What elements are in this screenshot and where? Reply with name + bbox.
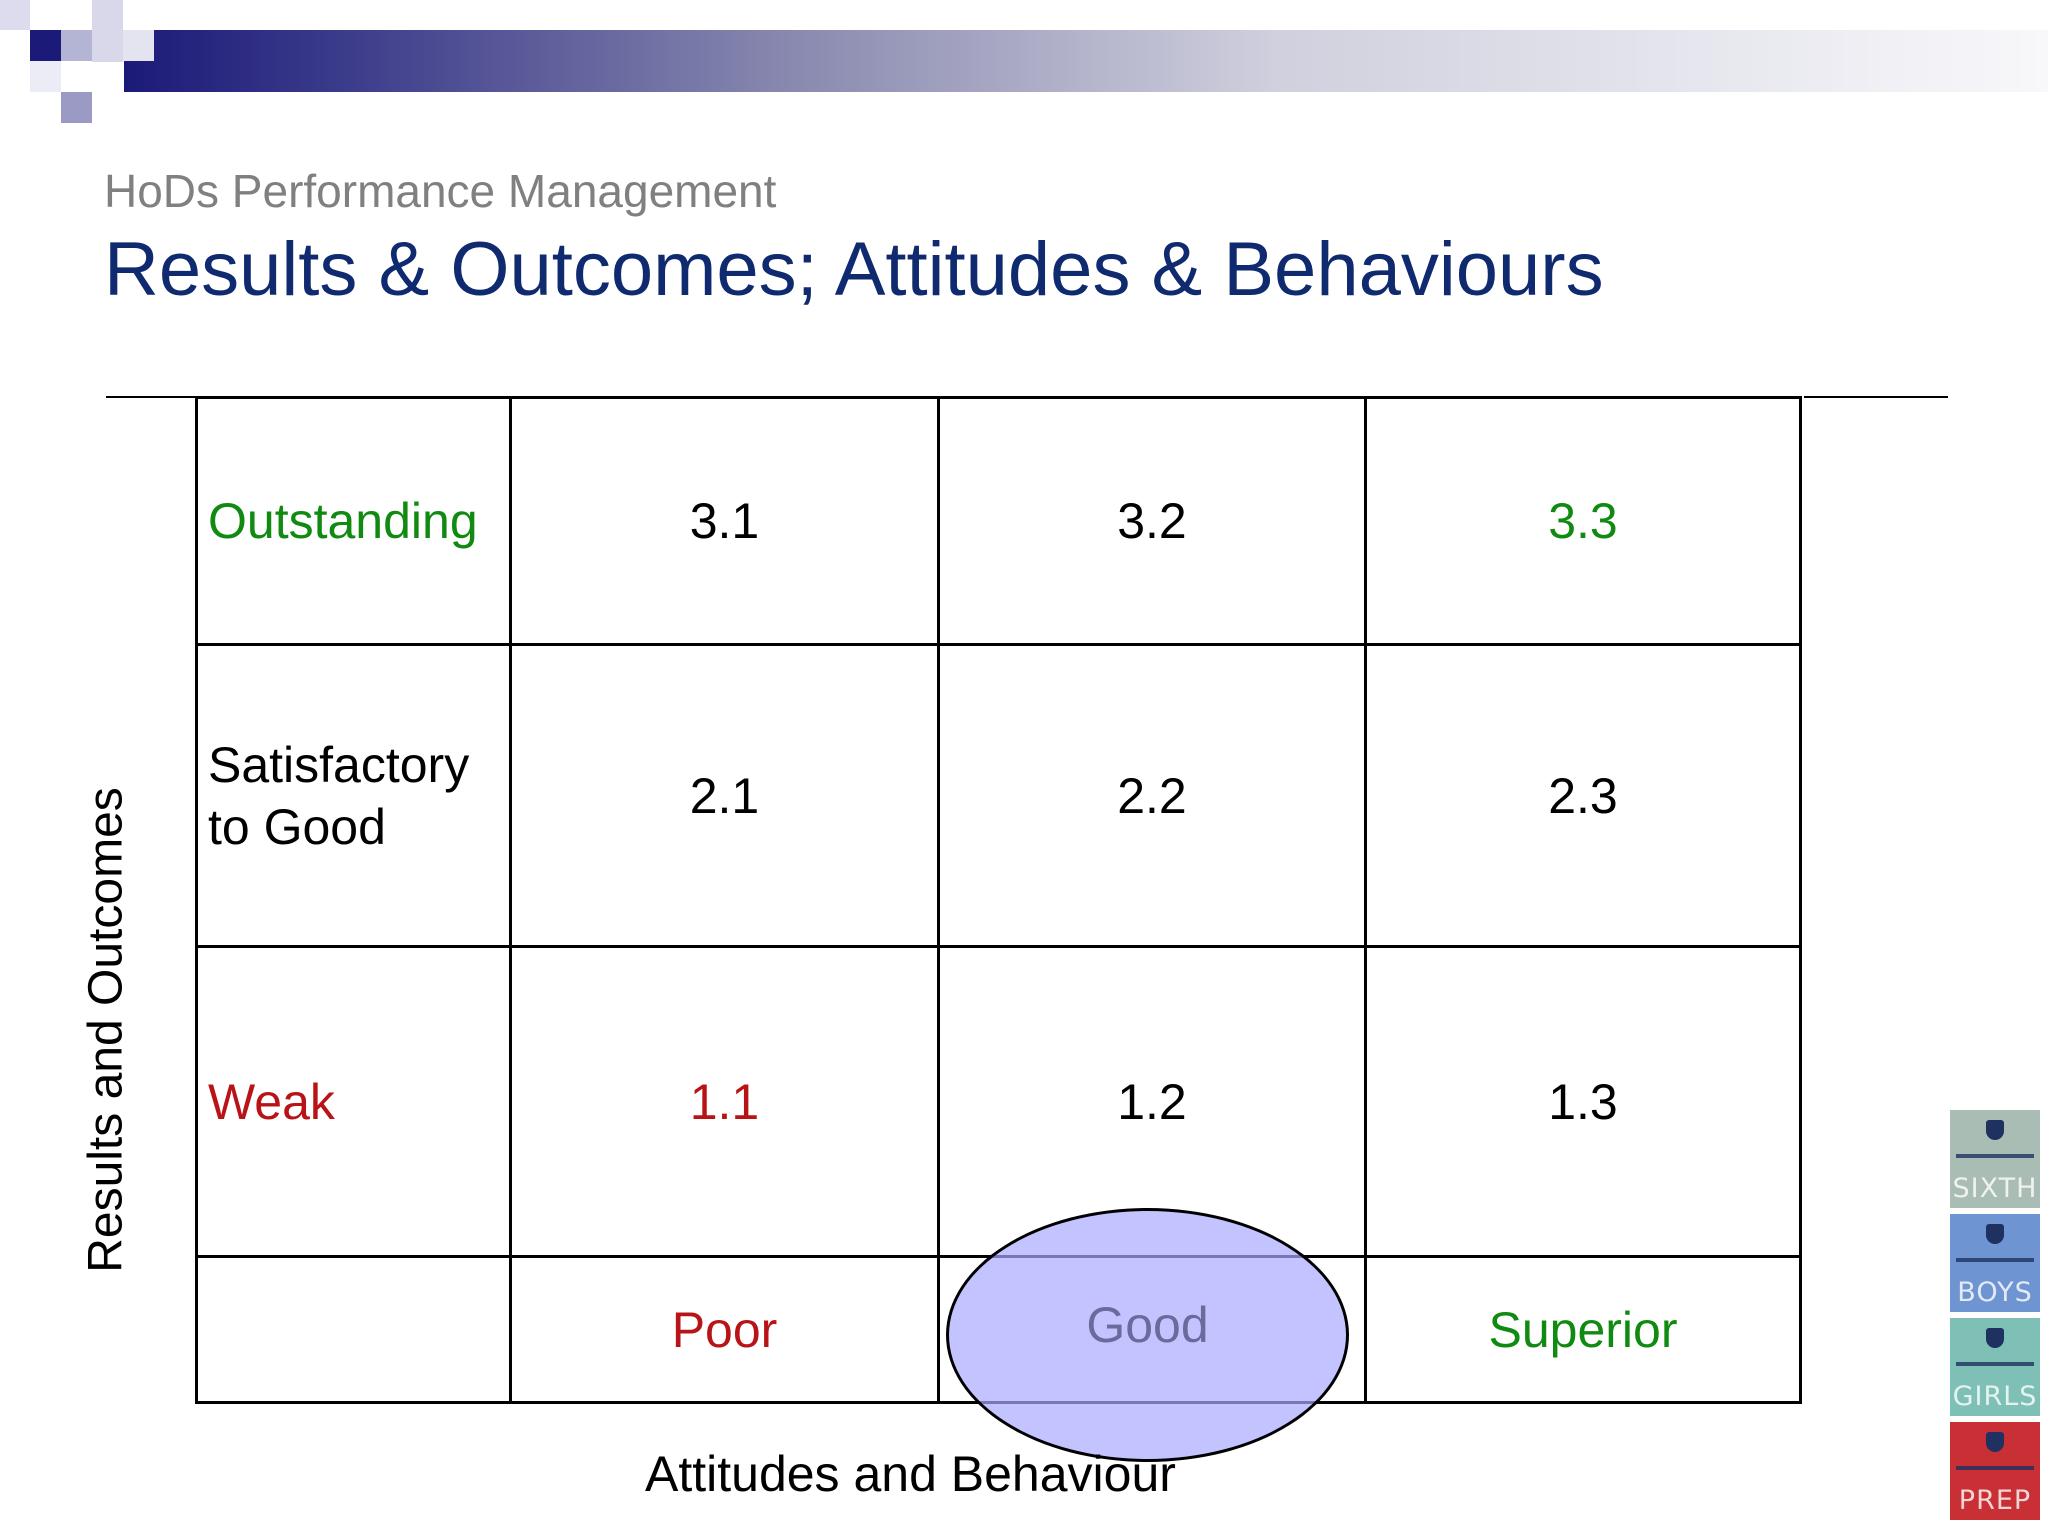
logo-strip [1956,1154,2034,1158]
column-label-superior: Superior [1364,1255,1802,1404]
highlight-ellipse: Good [946,1208,1349,1462]
y-axis-label: Results and Outcomes [79,787,133,1273]
row-label-weak: Weak [195,945,512,1258]
matrix-cell-2-3: 2.3 [1364,643,1802,948]
logo-text: SIXTH [1952,1173,2038,1204]
matrix-cell-3-1: 3.1 [509,396,940,646]
slide-title: Results & Outcomes; Attitudes & Behaviou… [104,227,1604,312]
header-square [0,0,30,30]
girls-logo: GIRLS [1950,1318,2040,1416]
header-square [61,92,92,123]
logo-text: PREP [1958,1485,2032,1516]
matrix-cell-2-2: 2.2 [937,643,1367,948]
logo-text: GIRLS [1952,1381,2038,1412]
crest-icon [1986,1328,2004,1348]
crest-icon [1986,1224,2004,1244]
logo-strip [1956,1258,2034,1262]
prep-logo: PREP [1950,1422,2040,1520]
matrix-cell-1-3: 1.3 [1364,945,1802,1258]
crest-icon [1986,1120,2004,1140]
divider-line [106,396,196,398]
logo-strip [1956,1466,2034,1470]
matrix-cell-2-1: 2.1 [509,643,940,948]
matrix-cell-3-2: 3.2 [937,396,1367,646]
school-logos: SIXTH BOYS GIRLS PREP [1950,1110,2040,1526]
matrix-corner-cell [195,1255,512,1404]
slide-subtitle: HoDs Performance Management [104,165,777,217]
header-square [30,61,61,92]
row-label-satisfactory: Satisfactory to Good [195,643,512,948]
divider-line [1804,396,1948,398]
boys-logo: BOYS [1950,1214,2040,1312]
logo-text: BOYS [1957,1277,2033,1308]
column-label-good: Good [1086,1297,1209,1353]
header-gradient-bar [124,30,2048,92]
header-square [30,30,61,61]
x-axis-label: Attitudes and Behaviour [645,1446,1176,1502]
performance-matrix: Outstanding 3.1 3.2 3.3 Satisfactory to G… [195,396,1805,1404]
sixth-logo: SIXTH [1950,1110,2040,1208]
header-square [123,30,154,61]
row-label-outstanding: Outstanding [195,396,512,646]
logo-strip [1956,1362,2034,1366]
crest-icon [1986,1432,2004,1452]
matrix-cell-1-1: 1.1 [509,945,940,1258]
matrix-cell-3-3: 3.3 [1364,396,1802,646]
column-label-poor: Poor [509,1255,940,1404]
header-square [92,0,123,62]
header-square [61,30,92,61]
